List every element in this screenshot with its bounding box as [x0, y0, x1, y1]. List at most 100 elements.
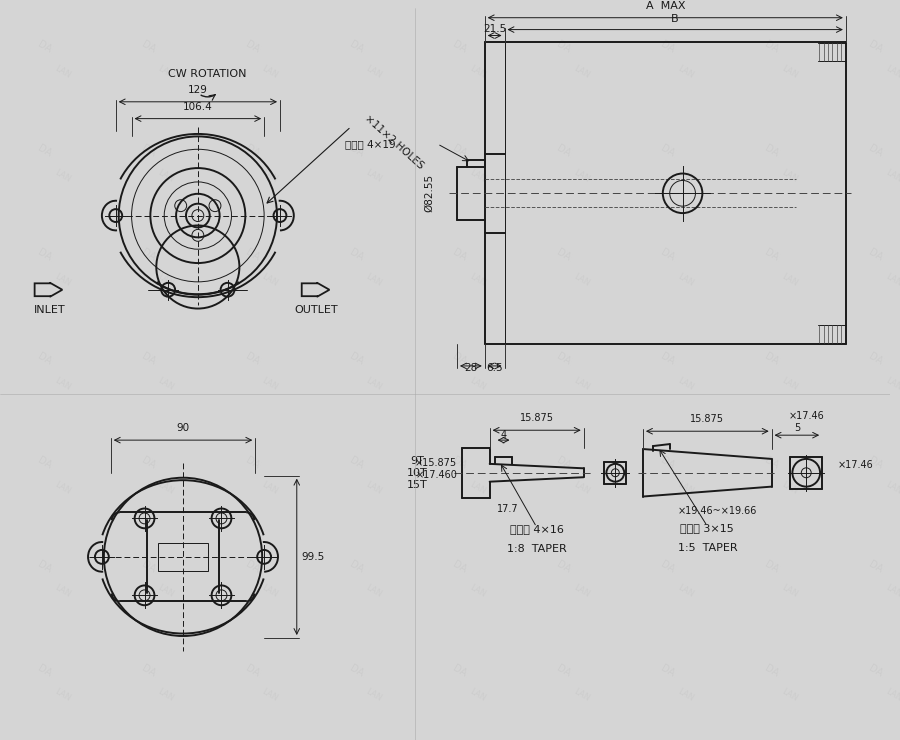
Text: DA: DA: [659, 455, 677, 471]
Text: ×15.875: ×15.875: [415, 458, 457, 468]
Text: DA: DA: [763, 39, 780, 56]
Text: A  MAX: A MAX: [645, 1, 685, 11]
Text: DA: DA: [36, 455, 53, 471]
Text: LAN: LAN: [157, 687, 176, 704]
Text: DA: DA: [867, 559, 884, 575]
Text: DA: DA: [555, 663, 572, 679]
Text: DA: DA: [452, 455, 469, 471]
Text: DA: DA: [244, 352, 261, 367]
Text: DA: DA: [763, 352, 780, 367]
Text: DA: DA: [555, 39, 572, 56]
Text: ×17.46: ×17.46: [788, 411, 824, 421]
Text: LAN: LAN: [572, 64, 591, 80]
Text: DA: DA: [36, 559, 53, 575]
Text: 4: 4: [500, 430, 507, 440]
Text: DA: DA: [659, 559, 677, 575]
Text: DA: DA: [140, 455, 157, 471]
Text: 90: 90: [176, 423, 190, 433]
Text: DA: DA: [244, 247, 261, 263]
Text: LAN: LAN: [53, 687, 72, 704]
Text: ×11×2 HOLES: ×11×2 HOLES: [363, 113, 426, 171]
Text: 106.4: 106.4: [183, 101, 212, 112]
Text: DA: DA: [244, 559, 261, 575]
Text: DA: DA: [867, 247, 884, 263]
Text: LAN: LAN: [676, 272, 695, 288]
Text: DA: DA: [452, 352, 469, 367]
Text: LAN: LAN: [157, 272, 176, 288]
Text: DA: DA: [867, 455, 884, 471]
Text: DA: DA: [763, 663, 780, 679]
Text: DA: DA: [36, 144, 53, 159]
Text: DA: DA: [36, 247, 53, 263]
Text: DA: DA: [452, 559, 469, 575]
Text: LAN: LAN: [884, 272, 900, 288]
Text: LAN: LAN: [53, 168, 72, 184]
Text: LAN: LAN: [260, 687, 280, 704]
Text: LAN: LAN: [157, 64, 176, 80]
Text: DA: DA: [763, 559, 780, 575]
Text: DA: DA: [659, 663, 677, 679]
Text: LAN: LAN: [779, 376, 799, 392]
Text: LAN: LAN: [779, 480, 799, 496]
Text: 5: 5: [794, 423, 800, 433]
Text: 99.5: 99.5: [302, 552, 325, 562]
Text: DA: DA: [452, 663, 469, 679]
Text: LAN: LAN: [468, 480, 488, 496]
Text: LAN: LAN: [572, 376, 591, 392]
Text: LAN: LAN: [157, 168, 176, 184]
Text: LAN: LAN: [364, 272, 383, 288]
Text: 21.5: 21.5: [483, 24, 507, 33]
Text: LAN: LAN: [260, 480, 280, 496]
Text: DA: DA: [555, 247, 572, 263]
Text: LAN: LAN: [884, 583, 900, 599]
Text: 129: 129: [188, 85, 208, 95]
Text: LAN: LAN: [884, 376, 900, 392]
Text: LAN: LAN: [468, 64, 488, 80]
Text: LAN: LAN: [676, 583, 695, 599]
Text: LAN: LAN: [157, 376, 176, 392]
Text: ×19.46~×19.66: ×19.46~×19.66: [678, 506, 757, 517]
Text: DA: DA: [36, 352, 53, 367]
Text: DA: DA: [452, 247, 469, 263]
Text: LAN: LAN: [572, 583, 591, 599]
Text: LAN: LAN: [884, 64, 900, 80]
Text: DA: DA: [659, 352, 677, 367]
Text: LAN: LAN: [260, 272, 280, 288]
Text: LAN: LAN: [676, 376, 695, 392]
Text: DA: DA: [244, 144, 261, 159]
Text: DA: DA: [555, 559, 572, 575]
Text: 15.875: 15.875: [690, 414, 725, 424]
Text: 10T: 10T: [407, 468, 428, 478]
Text: LAN: LAN: [676, 480, 695, 496]
Text: LAN: LAN: [779, 583, 799, 599]
Text: LAN: LAN: [572, 168, 591, 184]
Text: DA: DA: [244, 39, 261, 56]
Text: LAN: LAN: [53, 64, 72, 80]
Text: LAN: LAN: [779, 272, 799, 288]
Text: 9T: 9T: [410, 456, 425, 466]
Text: LAN: LAN: [53, 376, 72, 392]
Text: DA: DA: [140, 247, 157, 263]
Text: LAN: LAN: [779, 168, 799, 184]
Text: LAN: LAN: [676, 168, 695, 184]
Text: LAN: LAN: [884, 480, 900, 496]
Text: DA: DA: [659, 144, 677, 159]
Text: LAN: LAN: [572, 687, 591, 704]
Text: INLET: INLET: [33, 305, 66, 314]
Text: LAN: LAN: [572, 272, 591, 288]
Text: OUTLET: OUTLET: [294, 305, 338, 314]
Text: DA: DA: [452, 39, 469, 56]
Text: CW ROTATION: CW ROTATION: [168, 69, 247, 79]
Text: LAN: LAN: [779, 687, 799, 704]
Text: LAN: LAN: [676, 64, 695, 80]
Text: LAN: LAN: [260, 168, 280, 184]
Text: LAN: LAN: [53, 272, 72, 288]
Text: LAN: LAN: [364, 376, 383, 392]
Text: DA: DA: [867, 663, 884, 679]
Text: DA: DA: [140, 559, 157, 575]
Text: DA: DA: [347, 663, 365, 679]
Text: 15.875: 15.875: [519, 414, 554, 423]
Text: DA: DA: [36, 39, 53, 56]
Text: 半圆鍵 4×19: 半圆鍵 4×19: [345, 139, 396, 149]
Text: DA: DA: [140, 663, 157, 679]
